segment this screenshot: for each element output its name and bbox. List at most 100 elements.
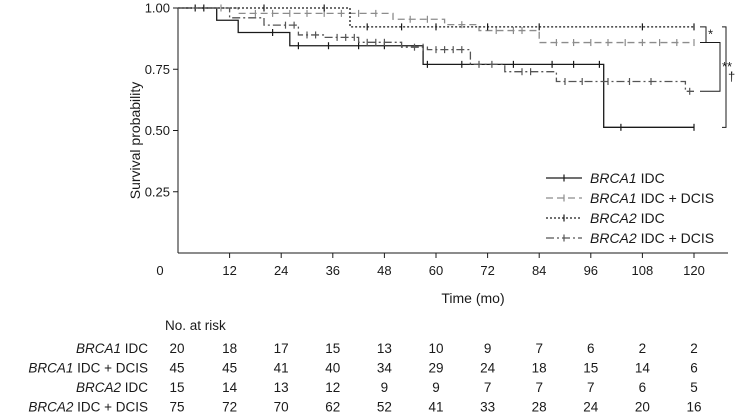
risk-cell: 6 bbox=[587, 341, 595, 356]
significance-bracket bbox=[700, 42, 721, 92]
risk-row-gene: BRCA1 bbox=[76, 341, 121, 356]
risk-cell: 75 bbox=[169, 400, 184, 415]
legend-label: BRCA2 IDC bbox=[590, 210, 665, 226]
risk-cell: 13 bbox=[377, 341, 392, 356]
risk-row-group: IDC bbox=[121, 380, 148, 395]
risk-cell: 17 bbox=[274, 341, 289, 356]
risk-cell: 14 bbox=[635, 361, 651, 376]
x-tick-label: 84 bbox=[532, 263, 546, 278]
significance-brackets: ***† bbox=[700, 26, 735, 128]
risk-row-gene: BRCA1 bbox=[28, 361, 73, 376]
risk-cell: 41 bbox=[428, 400, 443, 415]
y-tick-label: 0.25 bbox=[145, 184, 170, 199]
risk-row-label: BRCA2 IDC + DCIS bbox=[28, 400, 148, 415]
legend-label: BRCA1 IDC bbox=[590, 170, 665, 186]
risk-cell: 52 bbox=[377, 400, 392, 415]
significance-label: † bbox=[728, 69, 735, 84]
x-tick-label: 48 bbox=[377, 263, 391, 278]
legend-gene: BRCA2 bbox=[590, 230, 637, 246]
x-tick-label: 60 bbox=[429, 263, 443, 278]
risk-cell: 15 bbox=[169, 380, 184, 395]
risk-cell: 15 bbox=[325, 341, 340, 356]
risk-cell: 16 bbox=[686, 400, 701, 415]
axes: 0.25 0.50 0.75 1.00 0 12 24 36 48 60 72 84 96 108 120 T… bbox=[127, 1, 728, 306]
survival-curve-brca1-idc bbox=[178, 7, 694, 128]
risk-cell: 28 bbox=[532, 400, 547, 415]
risk-cell: 18 bbox=[532, 361, 547, 376]
risk-table-header: No. at risk bbox=[165, 318, 226, 333]
y-tick-label: 0.50 bbox=[145, 123, 170, 138]
risk-cell: 7 bbox=[535, 380, 543, 395]
risk-cell: 6 bbox=[690, 361, 698, 376]
risk-row-label: BRCA2 IDC bbox=[76, 380, 148, 395]
risk-cell: 12 bbox=[325, 380, 340, 395]
significance-label: ** bbox=[722, 59, 732, 74]
risk-cell: 20 bbox=[635, 400, 650, 415]
x-tick-label: 96 bbox=[584, 263, 598, 278]
risk-cell: 40 bbox=[325, 361, 340, 376]
risk-row-label: BRCA1 IDC bbox=[76, 341, 148, 356]
risk-cell: 33 bbox=[480, 400, 495, 415]
y-tick-label: 1.00 bbox=[145, 1, 170, 16]
risk-cell: 24 bbox=[583, 400, 599, 415]
risk-cell: 34 bbox=[377, 361, 393, 376]
risk-row-group: IDC + DCIS bbox=[73, 361, 148, 376]
legend-group: IDC bbox=[637, 170, 665, 186]
risk-cell: 18 bbox=[222, 341, 237, 356]
risk-cell: 9 bbox=[432, 380, 440, 395]
risk-cell: 10 bbox=[428, 341, 443, 356]
x-tick-label: 36 bbox=[326, 263, 340, 278]
legend-gene: BRCA1 bbox=[590, 190, 637, 206]
risk-cell: 13 bbox=[274, 380, 289, 395]
x-tick-label: 24 bbox=[274, 263, 288, 278]
x-tick-label: 108 bbox=[632, 263, 654, 278]
survival-curve-brca2-idc-dcis bbox=[178, 7, 694, 92]
survival-curve-brca1-idc-dcis bbox=[178, 7, 694, 44]
risk-cell: 15 bbox=[583, 361, 598, 376]
significance-label: * bbox=[708, 27, 713, 42]
y-axis-title: Survival probability bbox=[127, 82, 143, 200]
y-tick-label: 0.75 bbox=[145, 62, 170, 77]
plot-area bbox=[178, 4, 695, 131]
risk-cell: 45 bbox=[222, 361, 237, 376]
risk-row-label: BRCA1 IDC + DCIS bbox=[28, 361, 148, 376]
significance-bracket bbox=[722, 26, 727, 128]
risk-cell: 7 bbox=[587, 380, 595, 395]
risk-cell: 29 bbox=[428, 361, 443, 376]
risk-row-gene: BRCA2 bbox=[76, 380, 122, 395]
significance-bracket bbox=[700, 26, 707, 44]
x-tick-label: 72 bbox=[480, 263, 494, 278]
risk-cell: 2 bbox=[639, 341, 647, 356]
x-tick-label: 12 bbox=[222, 263, 236, 278]
legend-label: BRCA2 IDC + DCIS bbox=[590, 230, 714, 246]
legend-group: IDC + DCIS bbox=[637, 190, 714, 206]
risk-cell: 14 bbox=[222, 380, 238, 395]
legend-gene: BRCA2 bbox=[590, 210, 637, 226]
x-axis-title: Time (mo) bbox=[441, 290, 504, 306]
risk-cell: 5 bbox=[690, 380, 698, 395]
risk-cell: 41 bbox=[274, 361, 289, 376]
risk-cell: 6 bbox=[639, 380, 647, 395]
risk-cell: 62 bbox=[325, 400, 340, 415]
risk-cell: 7 bbox=[535, 341, 543, 356]
risk-row-group: IDC + DCIS bbox=[73, 400, 148, 415]
risk-row-group: IDC bbox=[121, 341, 148, 356]
risk-cell: 45 bbox=[169, 361, 184, 376]
risk-row-gene: BRCA2 bbox=[28, 400, 74, 415]
x-tick-label: 120 bbox=[683, 263, 705, 278]
risk-cell: 2 bbox=[690, 341, 698, 356]
risk-cell: 24 bbox=[480, 361, 496, 376]
risk-cell: 9 bbox=[381, 380, 389, 395]
risk-cell: 9 bbox=[484, 341, 492, 356]
risk-cell: 72 bbox=[222, 400, 237, 415]
legend-group: IDC bbox=[637, 210, 665, 226]
x-tick-label: 0 bbox=[156, 263, 163, 278]
legend-gene: BRCA1 bbox=[590, 170, 637, 186]
risk-cell: 20 bbox=[169, 341, 184, 356]
legend-group: IDC + DCIS bbox=[637, 230, 714, 246]
risk-cell: 7 bbox=[484, 380, 492, 395]
risk-cell: 70 bbox=[274, 400, 289, 415]
